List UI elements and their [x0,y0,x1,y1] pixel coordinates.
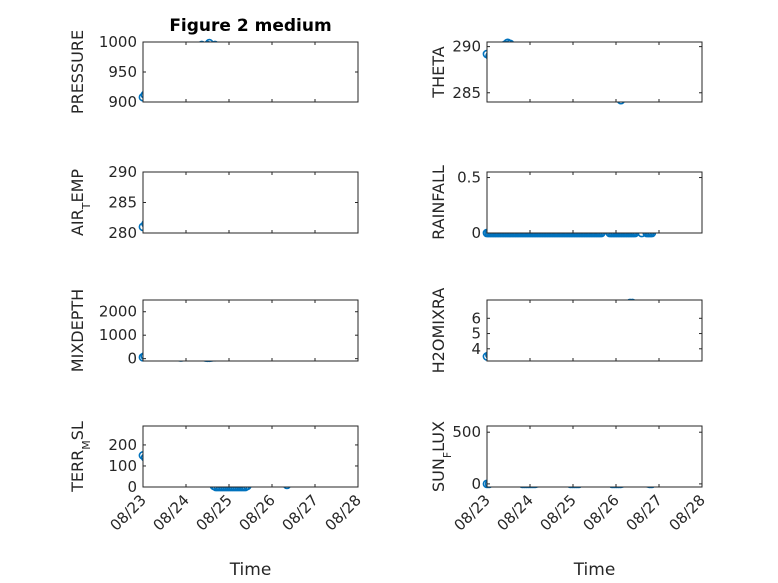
axes-frame [486,425,703,488]
x-axis-label: Time [229,560,272,580]
y-axis-label: MIXDEPTH [68,289,87,372]
x-tick-label: 08/26 [236,491,279,534]
subplot-mixdepth: 0 1000 2000 MIXDEPTH [68,289,359,372]
axes-frame [142,171,359,234]
x-tick-label: 08/26 [580,491,623,534]
y-tick-label: 200 [108,436,137,454]
y-axis-label: SUNFLUX [429,421,454,492]
axes-frame [486,171,703,234]
y-tick-label: 285 [452,84,481,102]
y-tick-label: 290 [452,38,481,56]
x-tick-label: 08/28 [322,491,365,534]
y-tick-label: 1000 [99,326,137,344]
axes-frame [142,425,359,488]
y-axis-label: AIRTEMP [68,169,93,236]
y-tick-label: 285 [108,194,137,212]
chart-title: Figure 2 medium [169,16,331,36]
subplot-rainfall: 0 0.5 RAINFALL [429,165,703,242]
y-tick-label: 0 [471,224,481,242]
y-tick-label: 900 [108,93,137,111]
y-axis-label: THETA [429,46,448,98]
subplot-pressure: 900 950 1000 PRESSURE Figure 2 medium [68,16,359,114]
x-tick-label: 08/27 [623,491,666,534]
x-axis-label: Time [573,560,616,580]
subplot-h2omixra: 456 H2OMIXRA [429,288,703,374]
axes-frame [486,41,703,103]
x-tick-label: 08/25 [537,491,580,534]
axes-frame [486,299,703,362]
subplot-air-temp: 280 285 290 AIRTEMP [68,163,359,242]
y-axis-label: PRESSURE [68,30,87,114]
y-tick-label: 0 [127,350,137,368]
y-tick-label: 6 [471,309,481,327]
y-tick-label: 1000 [99,33,137,51]
x-tick-label: 08/25 [193,491,236,534]
axes-frame [142,299,359,362]
axes-frame [142,41,359,103]
x-tick-label: 08/27 [279,491,322,534]
subplot-sun-flux: 0 500 08/23 08/24 08/25 08/26 08/27 08/28 Time SU… [429,421,709,580]
y-tick-label: 0 [127,478,137,496]
y-tick-label: 0 [471,475,481,493]
y-tick-label: 500 [452,423,481,441]
y-tick-label: 4 [471,340,481,358]
subplot-terr-msl: 0 100 200 08/23 08/24 08/25 08/26 08/27 08/28 Tim… [68,421,365,580]
x-tick-label: 08/28 [666,491,709,534]
x-tick-label: 08/23 [451,491,494,534]
y-tick-label: 280 [108,224,137,242]
y-tick-label: 2000 [99,303,137,321]
x-tick-label: 08/24 [494,491,537,534]
y-tick-label: 100 [108,457,137,475]
x-tick-label: 08/24 [150,491,193,534]
y-axis-label: TERRMSL [68,421,93,493]
y-tick-label: 5 [471,325,481,343]
y-tick-label: 950 [108,63,137,81]
y-tick-label: 290 [108,163,137,181]
x-tick-label: 08/23 [107,491,150,534]
y-axis-label: RAINFALL [429,165,448,240]
y-axis-label: H2OMIXRA [429,288,448,374]
y-tick-label: 0.5 [457,169,481,187]
